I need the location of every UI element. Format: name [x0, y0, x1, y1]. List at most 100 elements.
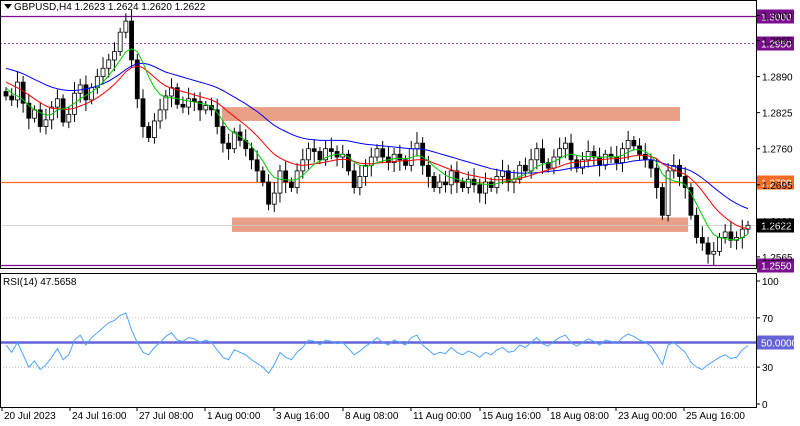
candle-body — [397, 153, 403, 161]
candle-body — [665, 170, 671, 216]
price-tick-label: 1.2695 — [762, 181, 793, 192]
candle-body — [140, 98, 146, 127]
candle-body — [134, 59, 140, 100]
rsi-tick-label: 70 — [762, 314, 774, 325]
candle-body — [346, 153, 351, 172]
rsi-pane-border — [0, 273, 757, 408]
candle-body — [517, 164, 523, 180]
candle-body — [431, 176, 437, 188]
ma-slow-line — [5, 62, 749, 210]
candle-body — [477, 184, 483, 194]
candle-body — [591, 151, 597, 158]
candle-body — [711, 250, 717, 255]
candle-body — [694, 214, 700, 238]
candle-body — [197, 101, 203, 111]
candle-body — [260, 170, 266, 183]
price-tick-label: 1.2630 — [762, 217, 793, 228]
price-tick-label: 1.2565 — [762, 253, 793, 264]
time-label: 25 Aug 16:00 — [686, 411, 745, 422]
candle-body — [66, 113, 72, 123]
candle-body — [317, 151, 323, 161]
candle-body — [551, 156, 557, 169]
candle-body — [728, 231, 734, 241]
candle-body — [557, 148, 563, 158]
candle-body — [191, 98, 197, 102]
collapse-triangle-icon[interactable] — [4, 4, 12, 9]
time-label: 1 Aug 00:00 — [207, 411, 261, 422]
level-label-1.2550: 1.2550 — [761, 262, 792, 273]
candle-body — [203, 105, 209, 111]
time-label: 8 Aug 08:00 — [345, 411, 399, 422]
candle-body — [460, 181, 466, 188]
candle-body — [625, 139, 631, 150]
candle-body — [157, 109, 163, 122]
candle-body — [226, 142, 232, 150]
candle-body — [37, 109, 43, 127]
upper-zone — [222, 107, 680, 121]
lower-zone — [232, 217, 688, 232]
candle-body — [614, 156, 620, 163]
candle-body — [494, 176, 500, 188]
candle-body — [654, 167, 660, 188]
candle-body — [49, 106, 55, 121]
candle-body — [180, 103, 186, 108]
candle-body — [574, 159, 580, 169]
candle-body — [414, 142, 420, 150]
candle-body — [283, 170, 289, 183]
current-price-bg — [757, 218, 794, 233]
candle-body — [106, 59, 112, 69]
candle-body — [523, 164, 528, 172]
price-pane — [0, 10, 756, 267]
candle-body — [163, 95, 169, 111]
candle-body — [112, 51, 117, 61]
candle-body — [420, 142, 426, 166]
candle-body — [288, 181, 294, 188]
candle-body — [174, 87, 180, 105]
candle-body — [231, 131, 237, 150]
candle-body — [580, 159, 585, 169]
time-label: 18 Aug 08:00 — [550, 411, 609, 422]
candle-body — [454, 170, 460, 183]
candle-body — [151, 120, 157, 139]
candle-body — [722, 231, 728, 238]
level-label-bg-1.3000 — [757, 9, 794, 24]
candle-body — [562, 142, 568, 150]
rsi-mid-label-bg — [757, 335, 794, 350]
rsi-tick-label: 100 — [762, 277, 779, 288]
candle-body — [608, 153, 614, 158]
candle-body — [374, 148, 380, 158]
candle-body — [26, 102, 32, 119]
candle-body — [129, 20, 134, 61]
time-label: 15 Aug 16:00 — [482, 411, 541, 422]
candle-body — [186, 98, 192, 108]
level-label-bg-1.2950 — [757, 36, 794, 51]
candle-body — [380, 148, 386, 158]
ma-fast-line — [5, 48, 749, 241]
candle-body — [540, 148, 545, 163]
candle-body — [266, 181, 271, 205]
candle-body — [271, 192, 277, 205]
candle-body — [117, 31, 123, 53]
candle-body — [363, 164, 368, 177]
rsi-header: RSI(14) 47.5658 — [3, 277, 77, 288]
time-label: 20 Jul 2023 — [4, 411, 56, 422]
candle-body — [351, 170, 357, 188]
price-tick-label: 1.2890 — [762, 73, 793, 84]
current-price-label: 1.2622 — [761, 222, 792, 233]
candle-body — [597, 156, 602, 166]
candle-body — [688, 187, 694, 216]
rsi-tick-label: 0 — [762, 400, 768, 411]
candle-body — [123, 20, 129, 33]
rsi-mid-label: 50.0000 — [761, 339, 798, 350]
level-label-bg-1.2700 — [757, 175, 794, 190]
candle-body — [357, 176, 363, 188]
candle-body — [500, 170, 505, 177]
candle-body — [745, 224, 751, 230]
candle-body — [3, 91, 9, 97]
candle-body — [682, 176, 688, 188]
rsi-tick-label: 30 — [762, 363, 774, 374]
candle-body — [77, 84, 83, 94]
candle-body — [254, 159, 260, 172]
candle-body — [659, 187, 665, 216]
